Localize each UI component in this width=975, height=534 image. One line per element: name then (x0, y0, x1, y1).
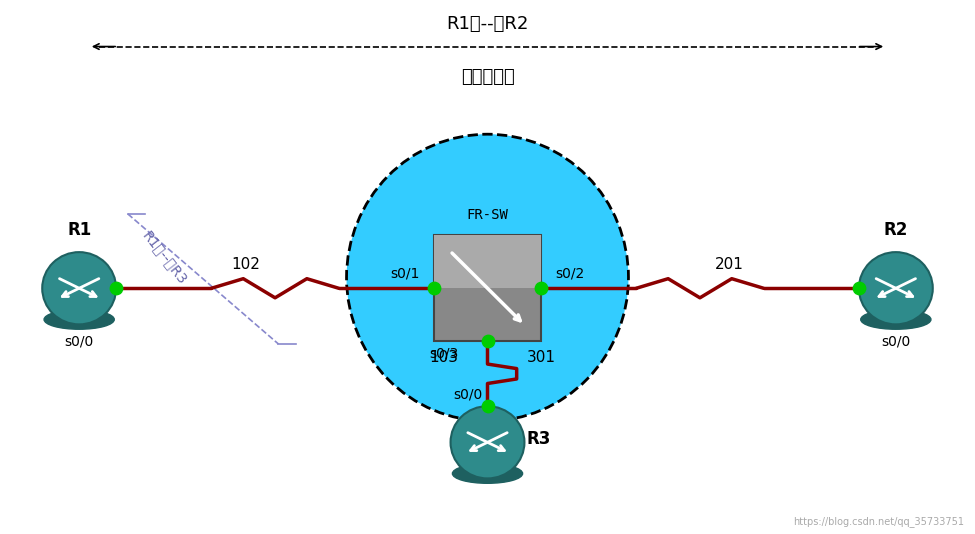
Text: 301: 301 (526, 350, 556, 365)
Text: s0/3: s0/3 (429, 347, 458, 360)
Text: 帧中继网络: 帧中继网络 (460, 68, 515, 86)
Text: s0/0: s0/0 (881, 335, 911, 349)
Text: 103: 103 (429, 350, 458, 365)
FancyBboxPatch shape (434, 235, 541, 341)
Text: s0/0: s0/0 (64, 335, 94, 349)
Text: https://blog.csdn.net/qq_35733751: https://blog.csdn.net/qq_35733751 (793, 516, 964, 527)
Text: R1〈--〉R2: R1〈--〉R2 (447, 14, 528, 33)
Ellipse shape (859, 252, 933, 324)
Ellipse shape (346, 134, 629, 421)
Text: R2: R2 (883, 221, 908, 239)
Text: FR-SW: FR-SW (467, 208, 508, 222)
Point (108, 284, 124, 293)
Text: s0/2: s0/2 (556, 266, 585, 280)
Text: 102: 102 (231, 257, 260, 272)
Text: s0/1: s0/1 (390, 266, 419, 280)
Point (533, 284, 549, 293)
Point (480, 402, 495, 411)
Point (426, 284, 442, 293)
Text: R3: R3 (526, 430, 551, 447)
Text: s0/0: s0/0 (453, 388, 483, 402)
Ellipse shape (450, 406, 525, 478)
Point (851, 284, 867, 293)
Text: R1: R1 (67, 221, 92, 239)
Point (480, 337, 495, 345)
Text: 201: 201 (715, 257, 744, 272)
Ellipse shape (42, 252, 116, 324)
Ellipse shape (44, 310, 114, 329)
Ellipse shape (452, 464, 523, 483)
Ellipse shape (861, 310, 931, 329)
FancyBboxPatch shape (434, 235, 541, 288)
Text: R1〈--〉R3: R1〈--〉R3 (139, 229, 189, 287)
